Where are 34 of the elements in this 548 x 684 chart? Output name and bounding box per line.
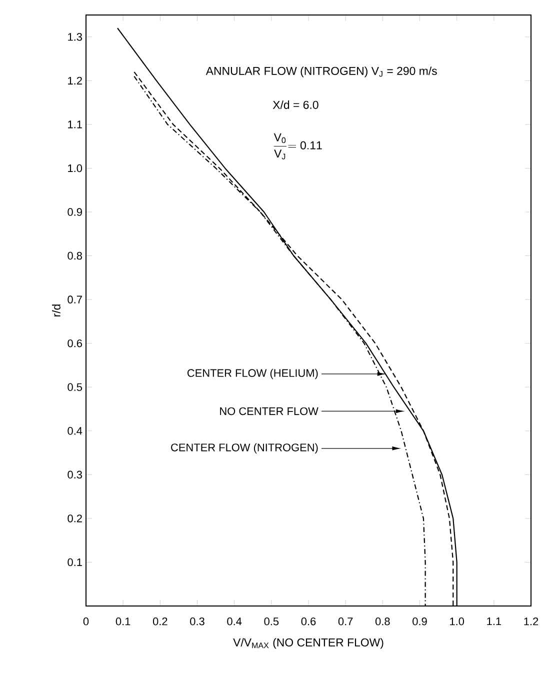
x-tick-label: 0.7 [338, 618, 353, 626]
x-tick-label: 1.2 [524, 618, 538, 626]
x-tick-label: 0 [83, 618, 89, 626]
x-tick-label: 0.6 [301, 618, 316, 626]
y-tick-label: 0.2 [68, 514, 82, 522]
x-tick-label: 0.5 [264, 618, 279, 626]
x-tick-label: 0.1 [116, 618, 130, 626]
y-tick-label: 0.7 [68, 296, 82, 304]
x-tick-label: 0.9 [412, 618, 427, 626]
annotation: ANNULAR FLOW (NITROGEN) V$_{J}$ = 290 m/s [206, 66, 437, 78]
annotation: CENTER FLOW (HELIUM) [187, 368, 318, 380]
x-tick-label: 0.8 [375, 618, 390, 626]
y-tick-label: 0.9 [68, 208, 82, 216]
x-tick-label: 0.3 [190, 618, 204, 626]
annotation: $\frac{\mathrm{V}_{\mathrm{0}}}{\mathrm{V}_{\mathrm{J}}} \mathrm{= 0.11}$ [274, 133, 322, 160]
y-tick-label: 1.0 [68, 164, 82, 172]
annotation: X/d = 6.0 [272, 100, 318, 109]
annotation: CENTER FLOW (NITROGEN) [171, 443, 318, 454]
y-axis-title: r/d [52, 304, 60, 316]
x-tick-label: 0.2 [152, 618, 168, 626]
y-tick-label: 0.4 [68, 427, 82, 435]
y-tick-label: 0.1 [68, 558, 82, 566]
x-tick-label: 1.0 [450, 618, 464, 626]
y-tick-label: 1.3 [68, 33, 82, 41]
y-tick-label: 0.8 [68, 252, 82, 260]
x-axis-title: V/V$_{MAX}$ (NO CENTER FLOW) [233, 638, 384, 649]
y-tick-label: 0.5 [68, 383, 82, 391]
y-tick-label: 0.3 [68, 470, 82, 479]
annotation: NO CENTER FLOW [220, 407, 318, 416]
x-tick-label: 0.4 [227, 618, 242, 626]
y-tick-label: 1.2 [68, 76, 82, 84]
y-tick-label: 1.1 [68, 120, 82, 128]
y-tick-label: 0.6 [68, 339, 82, 348]
x-tick-label: 1.1 [487, 618, 502, 626]
